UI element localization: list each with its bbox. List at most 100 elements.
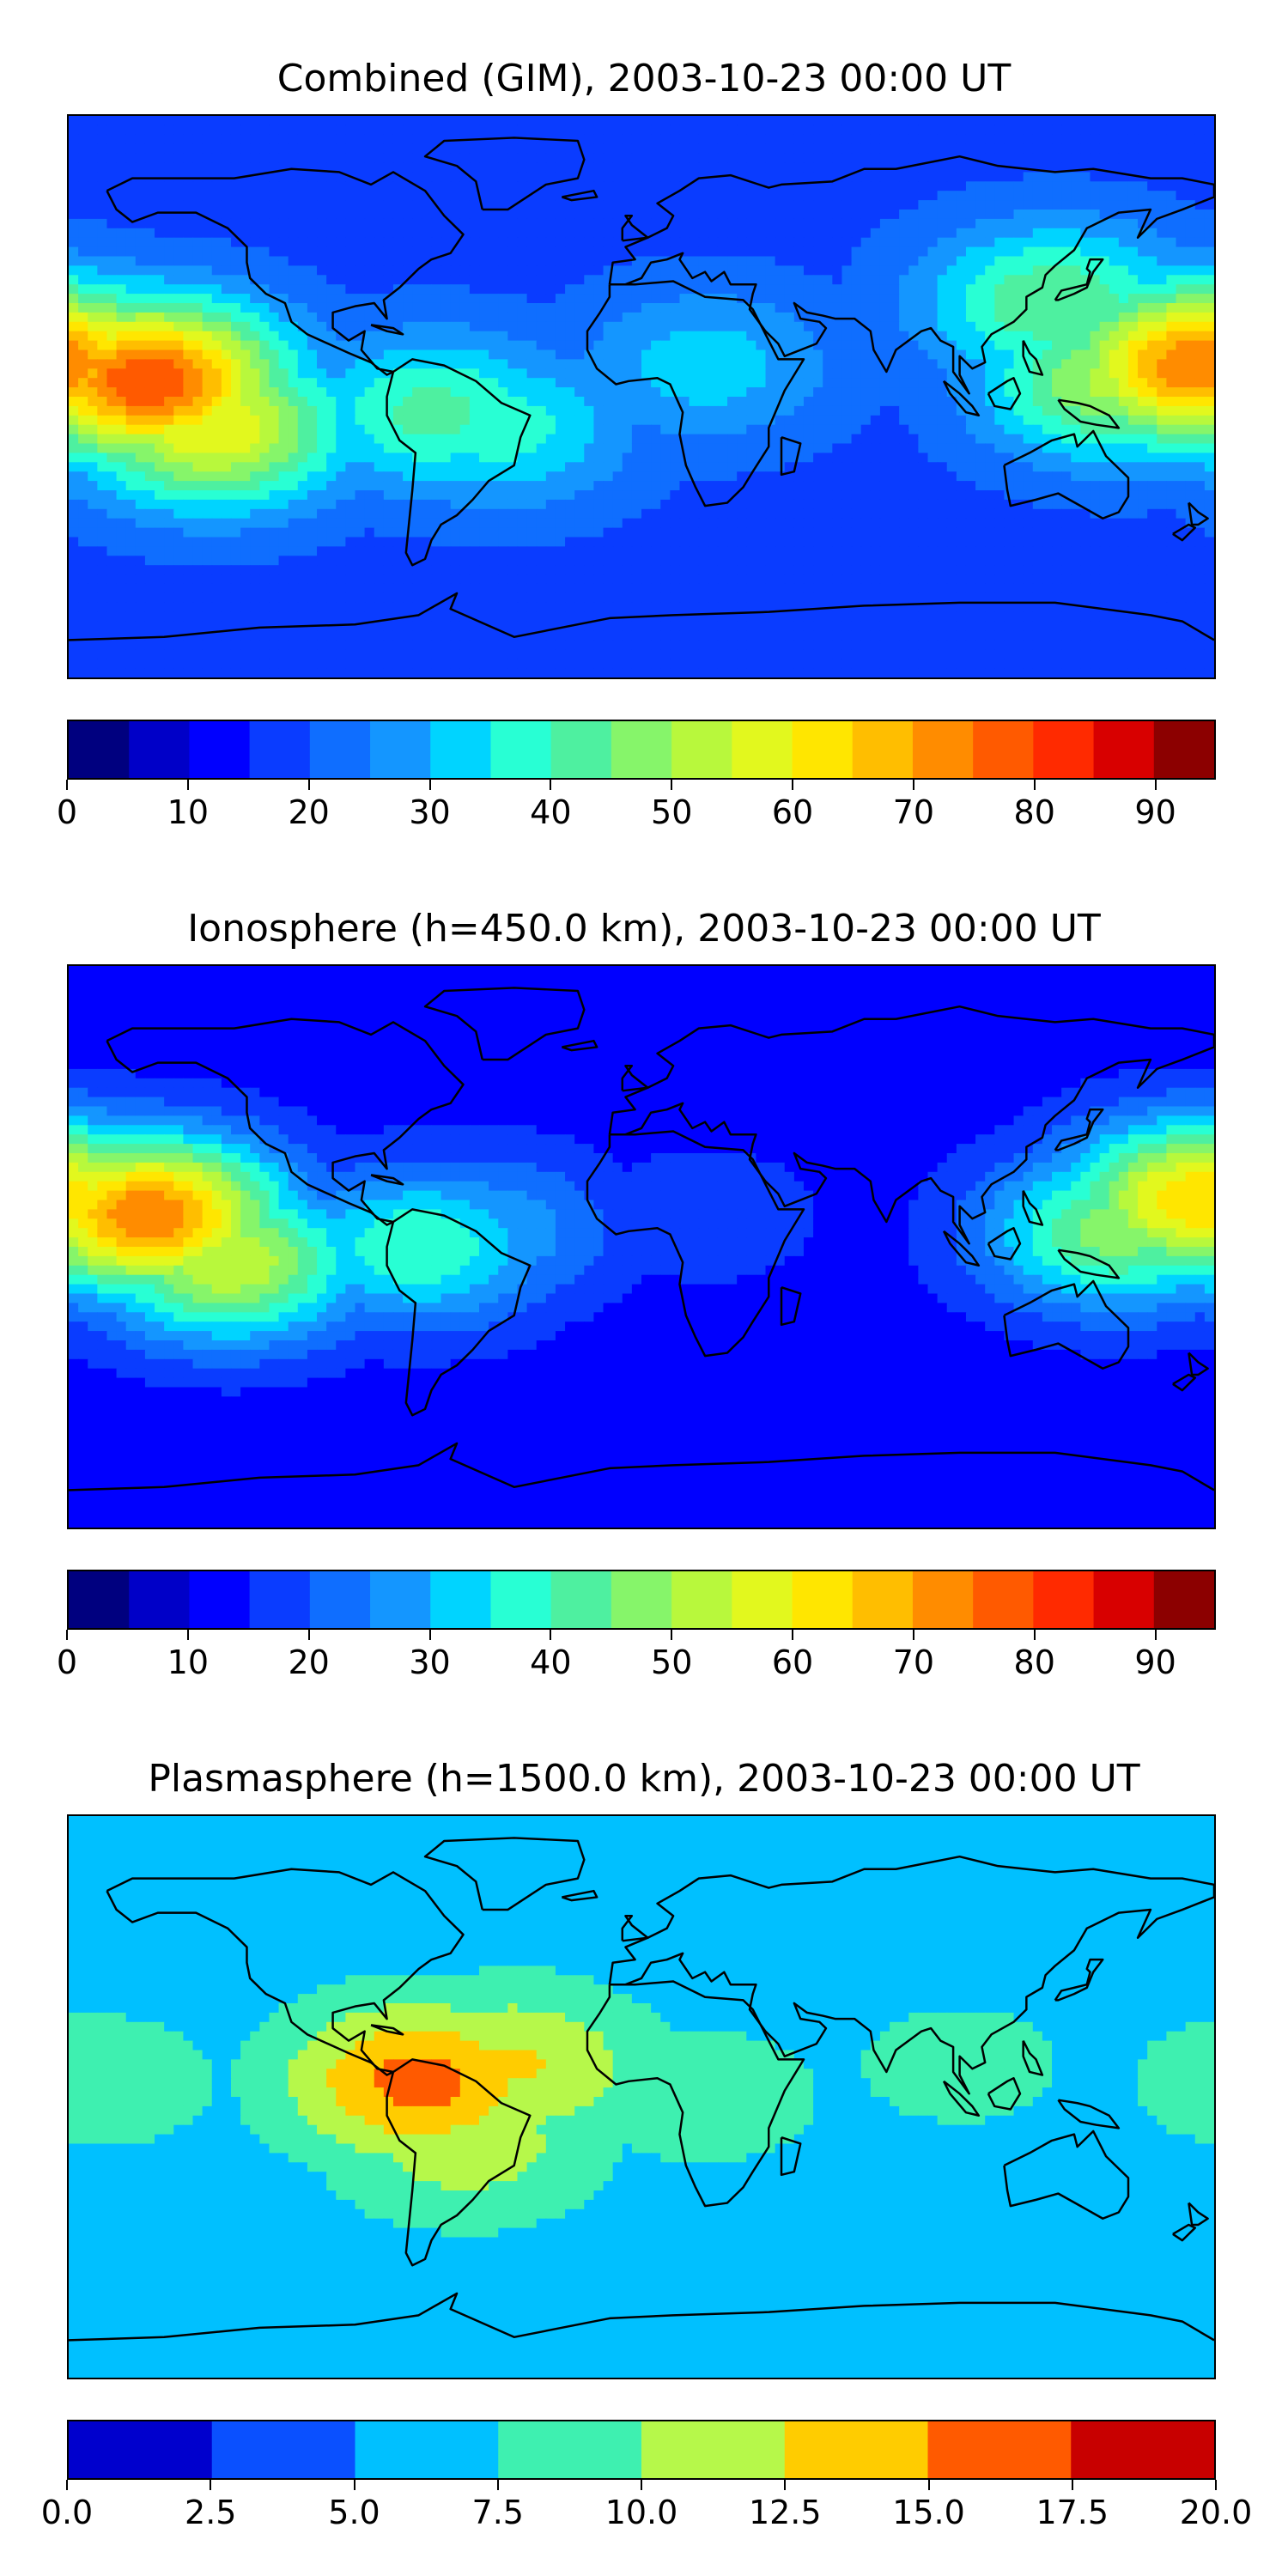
heatmap-cell	[230, 443, 241, 453]
heatmap-cell	[612, 246, 623, 258]
heatmap-cell	[784, 162, 795, 173]
heatmap-cell	[612, 321, 623, 332]
heatmap-cell	[259, 210, 270, 220]
heatmap-cell	[1032, 153, 1043, 164]
heatmap-cell	[1185, 331, 1196, 342]
heatmap-cell	[918, 294, 929, 304]
heatmap-cell	[631, 116, 642, 126]
heatmap-cell	[125, 359, 137, 369]
heatmap-cell	[727, 153, 738, 164]
heatmap-cell	[698, 116, 709, 126]
heatmap-cell	[1013, 481, 1024, 491]
heatmap-cell	[1061, 312, 1072, 323]
heatmap-cell	[756, 294, 767, 304]
heatmap-cell	[813, 143, 823, 155]
heatmap-cell	[937, 415, 948, 426]
heatmap-cell	[479, 265, 489, 276]
heatmap-cell	[1004, 218, 1015, 229]
heatmap-cell	[526, 302, 538, 313]
heatmap-cell	[1118, 294, 1129, 304]
heatmap-cell	[202, 349, 213, 361]
heatmap-cell	[1176, 116, 1187, 126]
heatmap-cell	[717, 237, 728, 248]
heatmap-cell	[937, 210, 948, 220]
heatmap-cell	[879, 443, 890, 453]
heatmap-cell	[765, 415, 776, 426]
heatmap-cell	[1099, 312, 1110, 323]
heatmap-cell	[536, 218, 547, 229]
heatmap-cell	[841, 172, 853, 182]
heatmap-cell	[1138, 210, 1148, 220]
heatmap-cell	[937, 172, 948, 182]
heatmap-cell	[307, 200, 318, 210]
heatmap-cell	[689, 378, 700, 388]
heatmap-cell	[412, 378, 422, 388]
heatmap-cell	[211, 424, 222, 435]
heatmap-cell	[717, 424, 728, 435]
heatmap-cell	[1204, 453, 1214, 463]
heatmap-cell	[1127, 453, 1139, 463]
heatmap-cell	[803, 321, 814, 332]
heatmap-cell	[545, 153, 556, 164]
heatmap-cell	[517, 424, 528, 435]
heatmap-cell	[593, 302, 605, 313]
heatmap-cell	[97, 499, 108, 510]
heatmap-cell	[259, 340, 270, 351]
heatmap-cell	[1023, 162, 1034, 173]
heatmap-cell	[679, 499, 690, 510]
heatmap-cell	[1080, 162, 1091, 173]
heatmap-cell	[221, 378, 232, 388]
heatmap-cell	[144, 499, 155, 510]
heatmap-cell	[1118, 312, 1129, 323]
heatmap-cell	[1118, 256, 1129, 266]
heatmap-cell	[469, 453, 480, 463]
heatmap-cell	[622, 218, 633, 229]
heatmap-cell	[526, 359, 538, 369]
heatmap-cell	[870, 397, 881, 407]
heatmap-cell	[593, 490, 605, 501]
heatmap-cell	[192, 125, 204, 136]
heatmap-cell	[1185, 312, 1196, 323]
heatmap-cell	[689, 387, 700, 398]
heatmap-cell	[173, 191, 184, 201]
heatmap-cell	[555, 424, 566, 435]
heatmap-cell	[899, 228, 909, 239]
heatmap-cell	[1032, 116, 1043, 126]
heatmap-cell	[374, 453, 385, 463]
heatmap-cell	[526, 153, 538, 164]
heatmap-cell	[679, 331, 690, 342]
heatmap-cell	[1032, 453, 1043, 463]
heatmap-cell	[250, 378, 260, 388]
heatmap-cell	[1118, 349, 1129, 361]
heatmap-cell	[908, 471, 919, 482]
heatmap-cell	[392, 265, 404, 276]
heatmap-cell	[164, 275, 174, 285]
heatmap-cell	[965, 359, 976, 369]
heatmap-cell	[211, 143, 222, 155]
heatmap-cell	[88, 471, 98, 482]
heatmap-cell	[660, 434, 671, 445]
heatmap-cell	[698, 405, 709, 416]
heatmap-cell	[879, 143, 890, 155]
heatmap-cell	[1176, 134, 1187, 145]
heatmap-cell	[135, 265, 146, 276]
heatmap-cell	[946, 424, 957, 435]
heatmap-cell	[345, 424, 356, 435]
heatmap-cell	[1071, 302, 1081, 313]
heatmap-cell	[326, 462, 337, 472]
heatmap-cell	[259, 490, 270, 501]
heatmap-cell	[660, 294, 671, 304]
heatmap-cell	[116, 162, 127, 173]
heatmap-cell	[392, 210, 404, 220]
heatmap-cell	[555, 162, 566, 173]
heatmap-cell	[202, 143, 213, 155]
heatmap-cell	[88, 134, 98, 145]
heatmap-cell	[1052, 200, 1062, 210]
heatmap-cell	[144, 191, 155, 201]
heatmap-cell	[775, 265, 786, 276]
heatmap-cell	[1061, 191, 1072, 201]
heatmap-cell	[288, 321, 299, 332]
heatmap-cell	[269, 200, 280, 210]
heatmap-cell	[1080, 302, 1091, 313]
heatmap-cell	[135, 302, 146, 313]
